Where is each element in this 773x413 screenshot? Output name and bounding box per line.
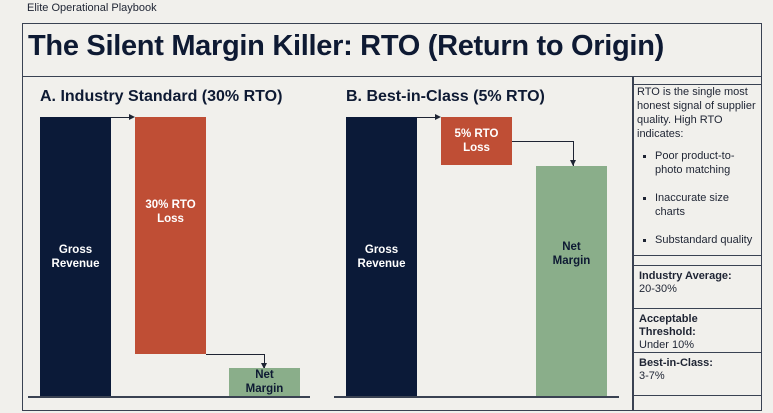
bar-label: Margin xyxy=(552,255,591,267)
stat-acceptable-threshold: Acceptable Threshold: Under 10% xyxy=(632,308,762,353)
arrow-down-icon xyxy=(570,160,576,166)
page-title: The Silent Margin Killer: RTO (Return to… xyxy=(28,30,664,62)
bar-label: 30% RTO xyxy=(145,198,196,211)
arrow-right-icon xyxy=(129,114,135,120)
bar-label: Revenue xyxy=(357,257,406,270)
arrow-down-icon xyxy=(261,363,267,369)
indicator-list: Poor product-to-photo matching Inaccurat… xyxy=(637,149,759,247)
list-item: Poor product-to-photo matching xyxy=(643,149,759,177)
stat-best-in-class: Best-in-Class: 3-7% xyxy=(632,352,762,396)
stat-label: Acceptable Threshold: xyxy=(639,313,698,338)
chart-b: B. Best-in-Class (5% RTO) Gross Revenue 5… xyxy=(322,77,632,411)
list-item: Substandard quality xyxy=(643,233,759,247)
stat-industry-average: Industry Average: 20-30% xyxy=(632,265,762,309)
connector-line xyxy=(512,141,574,166)
bar-label: Margin xyxy=(245,383,284,395)
rto-loss-bar: 30% RTO Loss xyxy=(135,117,206,354)
title-row xyxy=(22,23,762,77)
stat-label: Best-in-Class: xyxy=(639,357,713,369)
bar-label: Revenue xyxy=(51,257,100,270)
stat-value: 20-30% xyxy=(639,283,677,295)
baseline xyxy=(334,396,619,398)
list-item: Inaccurate size charts xyxy=(643,191,759,219)
net-margin-bar: Net Margin xyxy=(536,166,607,396)
chart-a: A. Industry Standard (30% RTO) Gross Reve… xyxy=(22,77,322,411)
bar-label: Net xyxy=(255,369,274,381)
bar-label: 5% RTO xyxy=(454,128,499,140)
bar-label: Loss xyxy=(157,212,184,225)
gross-revenue-bar: Gross Revenue xyxy=(346,117,417,396)
connector-line xyxy=(206,354,265,369)
connector-line xyxy=(417,117,437,118)
eyebrow-label: Elite Operational Playbook xyxy=(27,2,157,14)
rto-loss-bar: 5% RTO Loss xyxy=(441,117,512,165)
net-margin-bar: Net Margin xyxy=(229,368,300,396)
stat-value: Under 10% xyxy=(639,339,695,351)
stat-value: 3-7% xyxy=(639,370,665,382)
stat-label: Industry Average: xyxy=(639,270,732,282)
gross-revenue-bar: Gross Revenue xyxy=(40,117,111,396)
bar-label: Net xyxy=(562,241,581,253)
arrow-right-icon xyxy=(435,114,441,120)
bar-label: Gross xyxy=(58,243,93,256)
sidebar-intro: RTO is the single most honest signal of … xyxy=(637,86,756,140)
connector-line xyxy=(111,117,131,118)
baseline xyxy=(28,396,310,398)
chart-a-title: A. Industry Standard (30% RTO) xyxy=(40,88,283,105)
chart-b-title: B. Best-in-Class (5% RTO) xyxy=(346,88,545,105)
bar-label: Gross xyxy=(364,243,399,256)
sidebar-info-box xyxy=(632,84,762,256)
bar-label: Loss xyxy=(463,142,490,154)
sidebar-info: RTO is the single most honest signal of … xyxy=(637,85,759,261)
